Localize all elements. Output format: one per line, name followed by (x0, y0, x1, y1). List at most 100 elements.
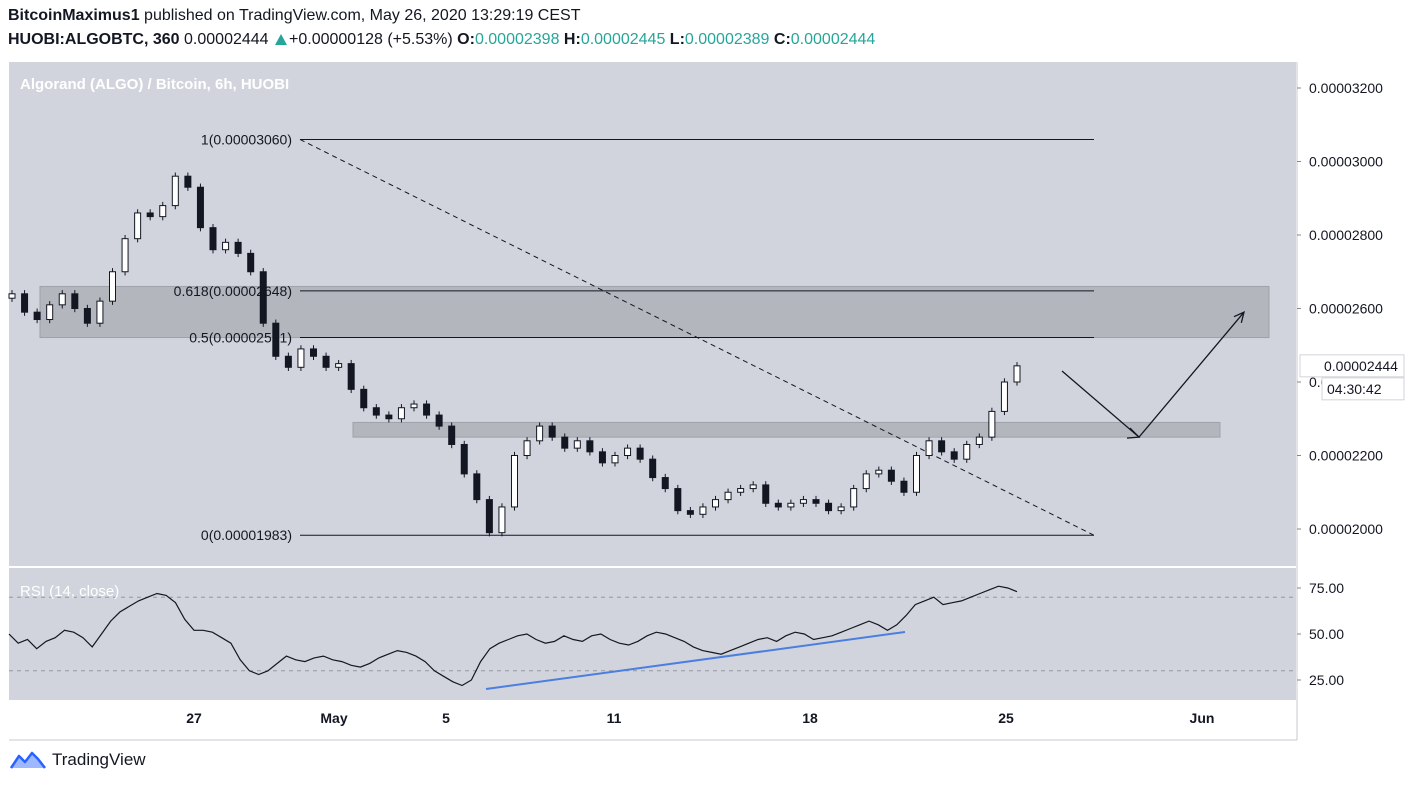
candle[interactable] (448, 425, 456, 445)
candle[interactable] (284, 355, 292, 368)
candle[interactable] (712, 499, 719, 508)
candle[interactable] (8, 293, 16, 299)
candle[interactable] (310, 348, 317, 357)
candle[interactable] (21, 293, 29, 313)
candle[interactable] (109, 271, 116, 302)
tradingview-brand[interactable]: TradingView (10, 750, 146, 770)
open-label: O: (457, 31, 475, 48)
candle[interactable] (686, 510, 694, 515)
candle[interactable] (272, 322, 280, 357)
candle[interactable] (925, 440, 933, 456)
candle[interactable] (913, 455, 920, 493)
candle[interactable] (247, 252, 255, 273)
last-price: 0.00002444 (184, 31, 269, 48)
candle[interactable] (787, 502, 795, 508)
candle[interactable] (799, 499, 807, 504)
candle[interactable] (71, 293, 79, 309)
candle[interactable] (988, 410, 996, 438)
candle[interactable] (536, 425, 544, 442)
candle[interactable] (774, 502, 782, 508)
candle[interactable] (1013, 365, 1021, 383)
candle[interactable] (586, 440, 594, 453)
candle[interactable] (963, 443, 971, 460)
candle[interactable] (259, 271, 267, 324)
candle[interactable] (1000, 381, 1008, 412)
candle[interactable] (159, 205, 167, 218)
candle[interactable] (825, 502, 833, 512)
candle[interactable] (423, 403, 431, 416)
candle[interactable] (699, 506, 707, 515)
candle[interactable] (83, 308, 91, 324)
support-zone[interactable] (352, 421, 1221, 438)
candle[interactable] (46, 304, 54, 321)
time-tick-label: 27 (186, 710, 202, 726)
candle[interactable] (573, 440, 581, 449)
candle[interactable] (234, 241, 242, 254)
candle[interactable] (96, 300, 104, 324)
candle[interactable] (724, 491, 732, 501)
candle[interactable] (511, 455, 518, 508)
candle[interactable] (837, 506, 845, 512)
candle[interactable] (222, 241, 230, 251)
descending-trendline[interactable] (299, 139, 1095, 536)
candle[interactable] (33, 311, 41, 321)
candle[interactable] (196, 186, 204, 229)
rsi-line[interactable] (8, 585, 1018, 687)
candle[interactable] (473, 473, 481, 501)
fib-level-label: 0(0.00001983) (201, 527, 292, 543)
candle[interactable] (938, 440, 946, 453)
candle[interactable] (171, 175, 179, 207)
candle[interactable] (460, 443, 468, 475)
candle[interactable] (485, 499, 493, 534)
author-name[interactable]: BitcoinMaximus1 (8, 7, 140, 24)
candle[interactable] (850, 488, 858, 508)
candle[interactable] (887, 469, 895, 482)
candle[interactable] (523, 440, 531, 456)
candle[interactable] (674, 488, 682, 512)
candle[interactable] (58, 293, 66, 306)
candle[interactable] (636, 447, 644, 460)
candle[interactable] (184, 175, 192, 188)
rsi-trendline[interactable] (485, 631, 906, 690)
candle[interactable] (322, 355, 330, 368)
candle[interactable] (297, 348, 305, 368)
candle[interactable] (397, 407, 405, 420)
candle[interactable] (737, 488, 745, 493)
candle[interactable] (749, 484, 757, 490)
candle[interactable] (146, 212, 154, 218)
candle[interactable] (598, 451, 606, 464)
candle[interactable] (561, 436, 569, 449)
time-tick-label: Jun (1190, 710, 1215, 726)
last-price-badge[interactable] (1299, 354, 1405, 378)
candle[interactable] (335, 363, 343, 368)
candle[interactable] (611, 455, 619, 464)
resistance-zone[interactable] (39, 285, 1270, 339)
fib-level-label: 0.618(0.00002648) (174, 283, 292, 299)
candle[interactable] (875, 469, 883, 475)
candle[interactable] (661, 477, 669, 490)
candle[interactable] (410, 403, 418, 409)
candle[interactable] (975, 436, 983, 445)
candle[interactable] (209, 227, 217, 251)
candle[interactable] (121, 238, 129, 273)
candle[interactable] (134, 212, 142, 240)
candle[interactable] (950, 451, 958, 460)
candle[interactable] (498, 506, 506, 534)
countdown-badge (1321, 377, 1405, 401)
candle[interactable] (762, 484, 770, 504)
candle[interactable] (900, 480, 908, 493)
candle[interactable] (360, 388, 368, 409)
candle[interactable] (624, 447, 632, 456)
candle[interactable] (649, 458, 657, 479)
candle[interactable] (862, 473, 870, 490)
candle[interactable] (812, 499, 820, 504)
candle[interactable] (548, 425, 556, 438)
price-tick-label: 0.00002200 (1309, 448, 1383, 464)
rsi-title: RSI (14, close) (20, 583, 119, 600)
candle[interactable] (435, 414, 443, 427)
candle[interactable] (347, 363, 355, 390)
candle[interactable] (385, 414, 393, 420)
candle[interactable] (372, 407, 380, 416)
projection-dip-arrowhead (1126, 427, 1141, 439)
